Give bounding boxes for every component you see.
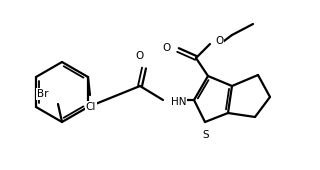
Text: O: O <box>136 51 144 61</box>
Text: O: O <box>163 43 171 53</box>
Text: Br: Br <box>36 89 48 99</box>
Text: S: S <box>203 130 209 140</box>
Text: O: O <box>215 36 223 46</box>
Text: Cl: Cl <box>86 102 96 112</box>
Text: HN: HN <box>171 97 187 107</box>
